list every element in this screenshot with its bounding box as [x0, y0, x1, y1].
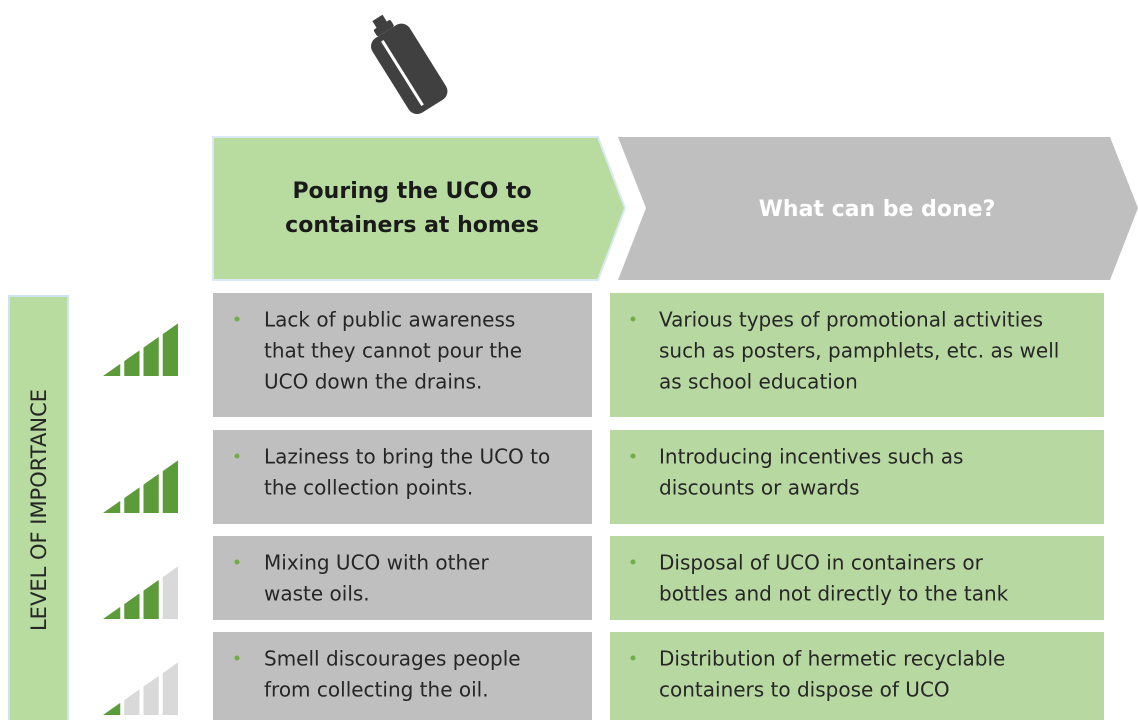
importance-bar	[162, 566, 178, 619]
problem-text: waste oils.	[264, 582, 370, 606]
problem-text: Lack of public awareness	[264, 308, 515, 332]
solution-box	[610, 430, 1104, 524]
solution-box	[610, 293, 1104, 417]
importance-bar	[143, 473, 159, 513]
solution-box	[610, 632, 1104, 720]
solution-text: Distribution of hermetic recyclable	[659, 647, 1005, 671]
solution-text: bottles and not directly to the tank	[659, 582, 1009, 606]
side-label: LEVEL OF IMPORTANCE	[27, 389, 51, 631]
header-title-line: Pouring the UCO to	[292, 179, 531, 204]
importance-bar	[103, 606, 121, 619]
bullet	[234, 559, 240, 565]
importance-bar	[124, 689, 140, 715]
solution-text: Introducing incentives such as	[659, 445, 963, 469]
solution-chevron	[618, 137, 1138, 280]
problem-text: Smell discourages people	[264, 647, 521, 671]
bullet	[630, 316, 636, 322]
solution-text: discounts or awards	[659, 476, 860, 500]
importance-bar	[124, 487, 140, 513]
bottle-icon	[371, 14, 448, 114]
header-title-line: containers at homes	[285, 213, 539, 238]
bullet	[630, 453, 636, 459]
importance-bar	[103, 500, 121, 513]
solution-text: Various types of promotional activities	[659, 308, 1043, 332]
problem-text: Laziness to bring the UCO to	[264, 445, 550, 469]
bullet	[234, 316, 240, 322]
problem-box	[213, 293, 592, 417]
importance-bar	[143, 579, 159, 619]
importance-bar	[162, 662, 178, 715]
solution-text: such as posters, pamphlets, etc. as well	[659, 339, 1059, 363]
importance-bar	[143, 336, 159, 376]
bullet	[234, 453, 240, 459]
problem-box	[213, 430, 592, 524]
importance-bar	[103, 702, 121, 715]
importance-bar	[124, 593, 140, 619]
solution-text: as school education	[659, 370, 858, 394]
problem-text: from collecting the oil.	[264, 678, 489, 702]
bullet	[630, 655, 636, 661]
importance-bar	[162, 323, 178, 376]
bullet	[234, 655, 240, 661]
problem-text: that they cannot pour the	[264, 339, 522, 363]
solution-box	[610, 536, 1104, 620]
importance-bar	[162, 460, 178, 513]
solution-text: Disposal of UCO in containers or	[659, 551, 984, 575]
problem-text: UCO down the drains.	[264, 370, 482, 394]
header-subtitle: What can be done?	[759, 197, 996, 222]
importance-bar	[143, 675, 159, 715]
problem-box	[213, 632, 592, 720]
importance-bar	[103, 363, 121, 376]
problem-text: the collection points.	[264, 476, 473, 500]
problem-box	[213, 536, 592, 620]
importance-bar	[124, 350, 140, 376]
bullet	[630, 559, 636, 565]
problem-text: Mixing UCO with other	[264, 551, 489, 575]
header-arrow	[212, 136, 627, 281]
solution-text: containers to dispose of UCO	[659, 678, 950, 702]
side-bar	[8, 295, 69, 720]
